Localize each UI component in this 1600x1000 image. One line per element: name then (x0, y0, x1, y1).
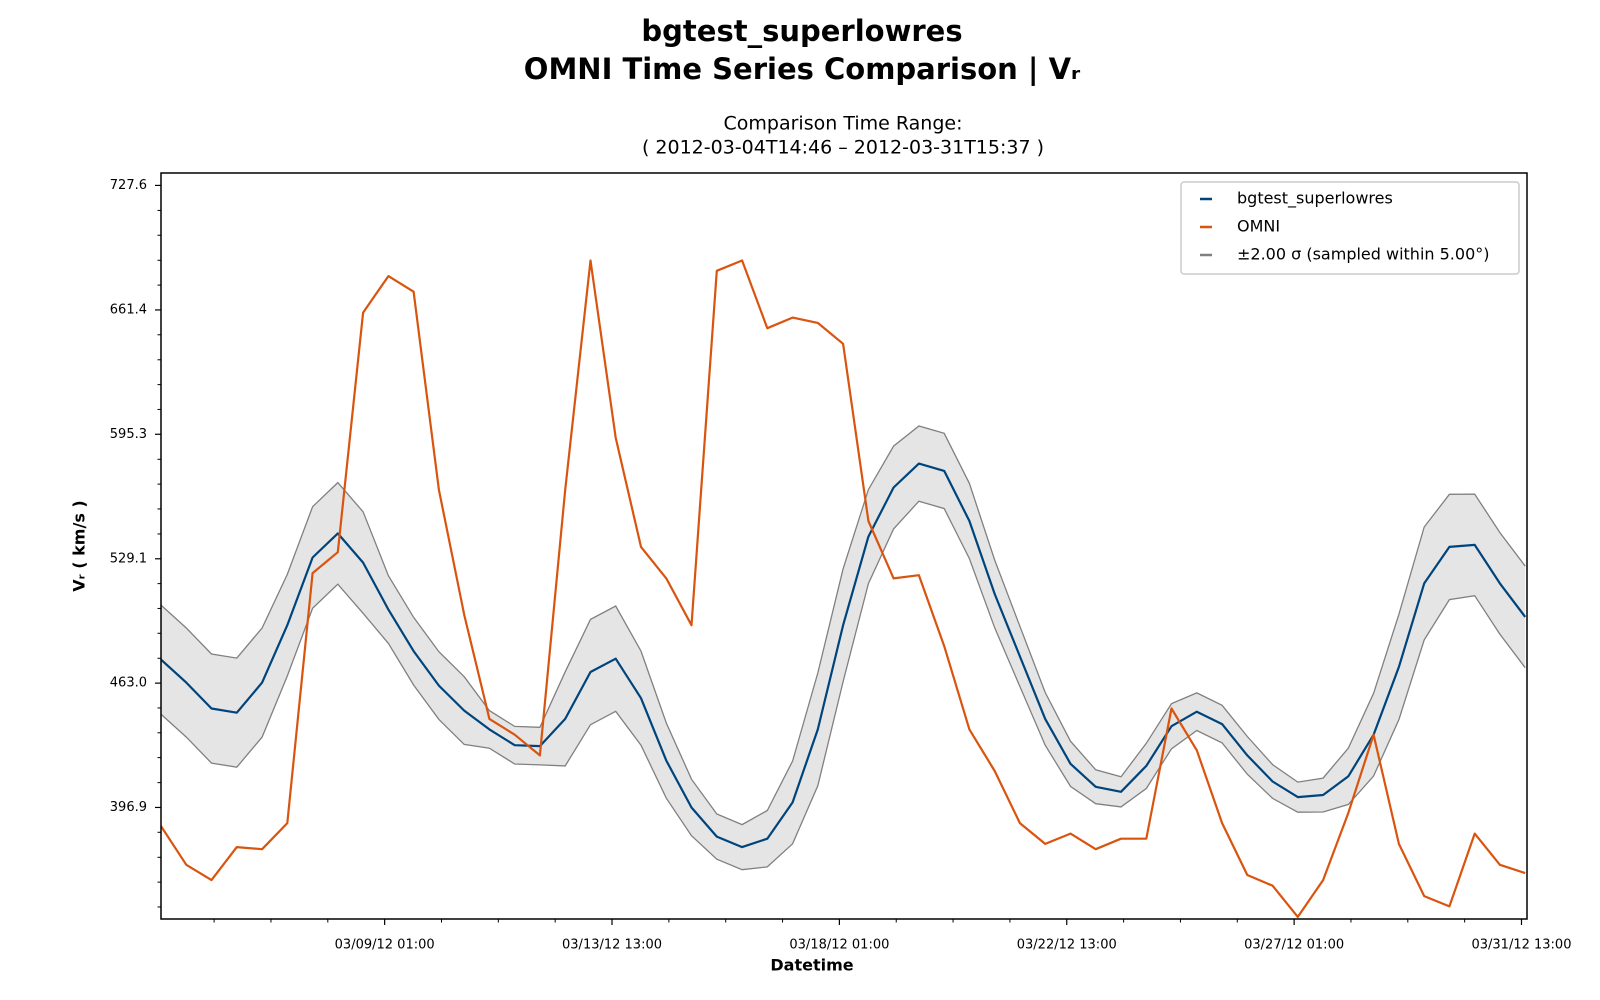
x-axis-label: Datetime (770, 956, 853, 975)
x-tick-label: 03/09/12 01:00 (335, 938, 435, 953)
chart-title: bgtest_superlowres (641, 14, 962, 48)
x-tick-label: 03/31/12 13:00 (1471, 938, 1571, 953)
legend-box (1180, 181, 1520, 275)
x-tick-label: 03/22/12 13:00 (1017, 938, 1117, 953)
series-line (161, 462, 1527, 849)
x-tick-label: 03/13/12 13:00 (562, 938, 662, 953)
chart-subtitle: OMNI Time Series Comparison | Vᵣ (524, 52, 1081, 86)
sigma-lower (161, 500, 1526, 871)
series-line (161, 259, 1526, 918)
legend-label: ±2.00 σ (sampled within 5.00°) (1237, 245, 1489, 264)
sigma-band (161, 426, 1526, 870)
y-tick-label: 661.4 (110, 302, 147, 317)
y-tick-label: 463.0 (110, 676, 147, 691)
x-tick-label: 03/18/12 01:00 (789, 938, 889, 953)
y-tick-label: 595.3 (110, 427, 147, 442)
y-tick-label: 396.9 (110, 800, 147, 815)
range-text: ( 2012-03-04T14:46 – 2012-03-31T15:37 ) (642, 137, 1044, 159)
x-tick-label: 03/27/12 01:00 (1244, 938, 1344, 953)
y-tick-label: 727.6 (110, 178, 147, 193)
legend-label: bgtest_superlowres (1237, 189, 1393, 209)
y-axis-label: Vᵣ ( km/s ) (70, 500, 89, 591)
y-tick-label: 529.1 (110, 551, 147, 566)
plot-frame (160, 172, 1528, 920)
legend-label: OMNI (1237, 217, 1280, 236)
range-title: Comparison Time Range: (724, 113, 963, 135)
sigma-upper (161, 425, 1526, 826)
